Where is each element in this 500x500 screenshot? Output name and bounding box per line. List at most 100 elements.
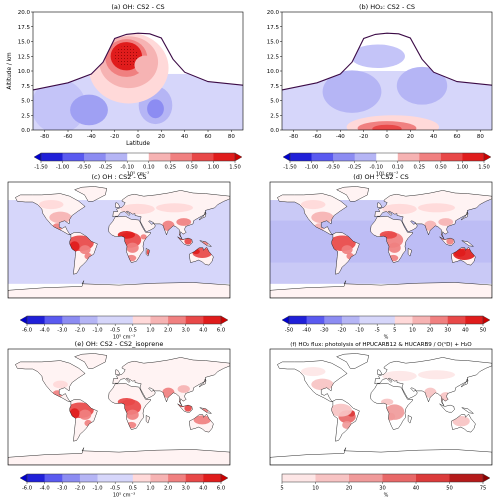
colorbar-tick-label: -0.10 [370, 165, 383, 171]
y-tick-label: 10.0 [18, 69, 31, 75]
colorbar-segment [449, 474, 484, 482]
coastline [108, 382, 151, 430]
land-anomaly [140, 234, 147, 240]
colorbar-segment [354, 153, 377, 161]
x-tick-label: -80 [40, 134, 49, 140]
land-anomaly [446, 238, 454, 245]
colorbar-segment [289, 316, 307, 324]
coastline [189, 413, 214, 433]
colorbar-segment [412, 316, 431, 324]
negative-region [147, 99, 164, 119]
colorbar-tick-label: -40 [302, 328, 310, 334]
colorbar-tick-label: -1.00 [305, 165, 318, 171]
land-anomaly [53, 380, 68, 389]
colorbar: 5 10 20 30 40 50 75% [280, 473, 491, 499]
land-anomaly [382, 370, 417, 382]
colorbar-segment [282, 474, 316, 482]
coastline [377, 202, 382, 209]
colorbar-extend-max [482, 473, 491, 483]
colorbar-tick-label: 30 [379, 486, 386, 492]
colorbar-segment [62, 474, 81, 482]
x-tick-label: 40 [430, 134, 437, 140]
colorbar-extend-max [220, 315, 229, 325]
colorbar-tick-label: -1.50 [283, 165, 296, 171]
colorbar-segment [41, 153, 63, 161]
colorbar-extend-min [282, 152, 291, 162]
colorbar-tick-label: 3.0 [182, 486, 190, 492]
colorbar-segment [115, 316, 134, 324]
colorbar-segment [416, 474, 450, 482]
coastline [331, 232, 360, 275]
map-panel: (c) OH : CS2 - CS [7, 173, 231, 299]
coastline [331, 399, 360, 442]
colorbar-tick-label: 1.0 [146, 328, 154, 334]
map-frame [7, 181, 231, 299]
colorbar: -6.0 -4.0 -3.0 -2.0 -1.0 -0.5 0.5 1.0 2.0 3.0 4.0 6… [19, 473, 229, 499]
colorbar-tick-label: -0.50 [77, 165, 90, 171]
colorbar-segment [150, 316, 169, 324]
x-tick-label: 20 [407, 134, 414, 140]
colorbar-segment [62, 153, 85, 161]
coastline [336, 353, 369, 369]
tropopause-line [282, 32, 492, 91]
colorbar-unit-label: 10⁵ cm⁻³ [127, 172, 149, 178]
panel-title: (b) HO₂: CS2 - CS [359, 3, 415, 11]
colorbar-segment [185, 474, 204, 482]
colorbar-segment [382, 474, 417, 482]
coastline [461, 407, 475, 414]
coastline [439, 236, 455, 246]
colorbar-segment [105, 153, 128, 161]
coastline [270, 280, 492, 298]
coastline [8, 447, 230, 465]
coastline [370, 215, 413, 263]
coastline [199, 210, 207, 221]
colorbar-segment [397, 153, 420, 161]
colorbar-segment [62, 316, 81, 324]
colorbar-unit-label: 10⁵ cm⁻³ [113, 493, 135, 499]
colorbar-tick-label: -0.5 [110, 486, 120, 492]
colorbar-tick-label: 0.25 [165, 165, 177, 171]
land-anomaly [120, 203, 155, 215]
x-tick-label: 80 [477, 134, 484, 140]
negative-region [70, 94, 108, 126]
land-anomaly [49, 211, 72, 224]
colorbar-tick-label: 0.10 [143, 165, 155, 171]
x-tick-label: 20 [158, 134, 165, 140]
coastline [74, 353, 107, 369]
coastline [377, 369, 382, 376]
colorbar-tick-label: 0.50 [186, 165, 198, 171]
colorbar-segment [440, 153, 463, 161]
colorbar-tick-label: -10 [355, 328, 363, 334]
coastline [15, 193, 86, 236]
y-tick-label: 15.0 [18, 40, 31, 46]
colorbar-tick-label: -6.0 [22, 328, 32, 334]
land-anomaly [311, 211, 334, 224]
colorbar-tick-label: -0.25 [348, 165, 361, 171]
colorbar-tick-label: 30 [444, 328, 451, 334]
land-anomaly [184, 238, 192, 245]
coastline [108, 215, 151, 263]
colorbar-tick-label: 20 [427, 328, 434, 334]
colorbar-extend-max [234, 152, 243, 162]
coastline [336, 186, 369, 202]
coastline [8, 280, 230, 298]
y-tick-label: 20.0 [18, 10, 31, 16]
land-anomaly [126, 242, 139, 253]
map-panel: (e) OH: CS2 - CS2_isoprene [7, 340, 231, 466]
coastline [277, 193, 348, 236]
land-anomaly [388, 242, 401, 253]
land-anomaly [329, 403, 353, 417]
land-anomaly [126, 409, 139, 420]
map-frame [7, 348, 231, 466]
stratosphere-mask [282, 12, 492, 90]
colorbar-extend-max [220, 473, 229, 483]
land-anomaly [382, 203, 417, 215]
coastline [370, 382, 413, 430]
x-tick-label: -40 [336, 134, 345, 140]
colorbar-tick-label: 5 [393, 328, 396, 334]
coastline [115, 202, 120, 209]
y-tick-label: 15.0 [267, 40, 280, 46]
coastline [145, 415, 151, 424]
colorbar-segment [203, 316, 222, 324]
